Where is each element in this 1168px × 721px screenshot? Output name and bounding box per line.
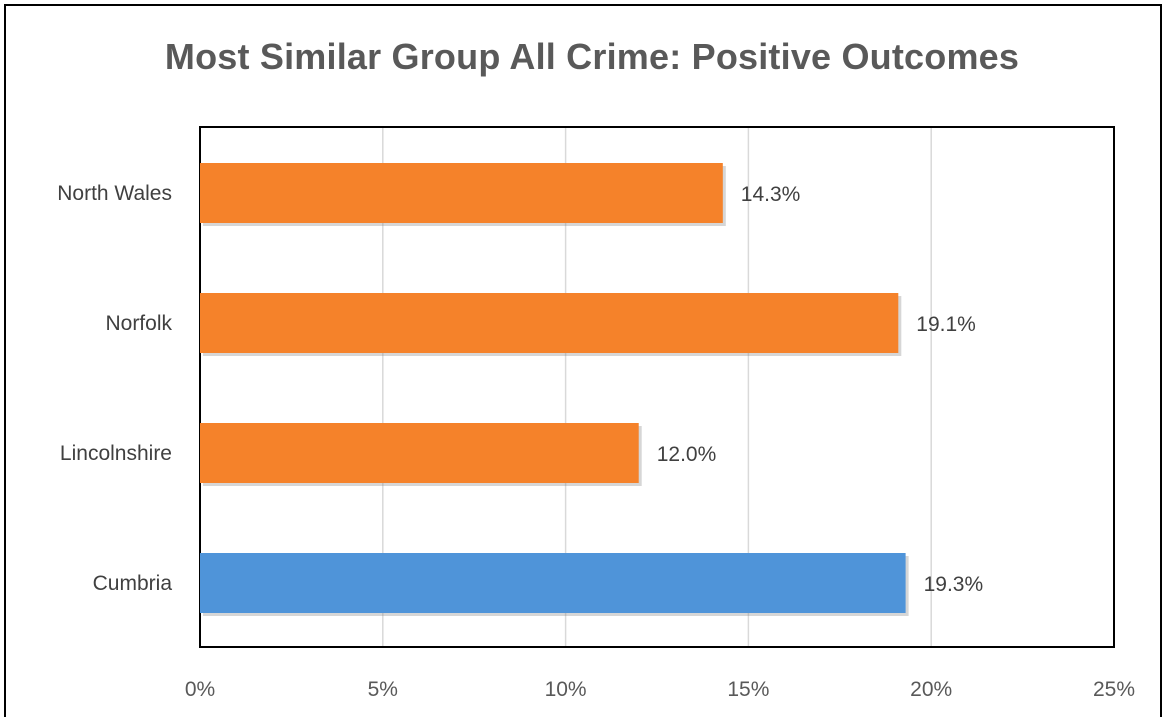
data-label: 19.1% <box>916 313 976 336</box>
data-label: 14.3% <box>741 183 801 206</box>
category-labels: North Wales Norfolk Lincolnshire Cumbria <box>57 182 172 595</box>
x-axis-tick-labels: 0% 5% 10% 15% 20% 25% <box>185 678 1135 701</box>
x-tick-label: 20% <box>910 678 952 701</box>
bar <box>200 423 639 483</box>
data-labels: 14.3% 19.1% 12.0% 19.3% <box>657 183 983 596</box>
x-tick-label: 15% <box>727 678 769 701</box>
x-tick-label: 0% <box>185 678 215 701</box>
x-tick-label: 10% <box>545 678 587 701</box>
x-tick-label: 5% <box>368 678 398 701</box>
data-label: 19.3% <box>924 573 984 596</box>
bar <box>200 293 899 353</box>
data-label: 12.0% <box>657 443 717 466</box>
category-label: Lincolnshire <box>60 442 172 465</box>
category-label: Norfolk <box>105 312 172 335</box>
category-label: North Wales <box>57 182 172 205</box>
chart-title: Most Similar Group All Crime: Positive O… <box>164 36 1020 77</box>
bar <box>200 553 906 613</box>
bar <box>200 163 723 223</box>
category-label: Cumbria <box>93 572 173 595</box>
bars <box>200 163 909 616</box>
plot-area <box>199 126 1115 648</box>
x-tick-label: 25% <box>1093 678 1135 701</box>
